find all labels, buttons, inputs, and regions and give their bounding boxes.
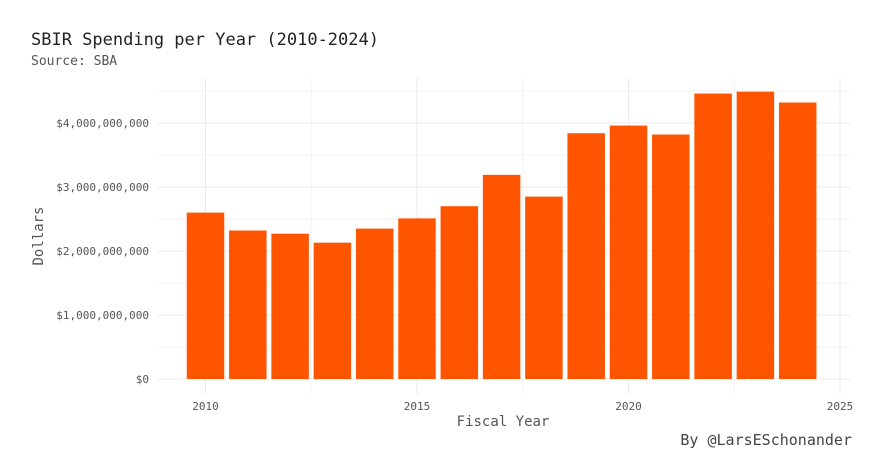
x-tick-label: 2025 [827, 400, 854, 413]
x-tick-label: 2015 [404, 400, 431, 413]
bar-2022 [694, 93, 732, 379]
bar-2013 [313, 242, 352, 379]
x-axis-title: Fiscal Year [457, 414, 550, 430]
bar-2019 [567, 133, 605, 379]
bar-2016 [440, 206, 479, 379]
x-tick-label: 2010 [192, 400, 219, 413]
bar-2014 [355, 228, 394, 379]
bar-2024 [778, 102, 817, 380]
y-axis-title: Dollars [31, 206, 47, 265]
chart-subtitle: Source: SBA [31, 54, 118, 69]
bar-2015 [398, 218, 436, 379]
x-axis-ticks: 2010 2015 2020 2025 [192, 400, 853, 413]
y-tick-label: $4,000,000,000 [56, 117, 149, 130]
bar-2011 [229, 230, 267, 379]
y-tick-label: $2,000,000,000 [56, 245, 149, 258]
y-tick-label: $1,000,000,000 [56, 309, 149, 322]
bar-2018 [525, 196, 563, 379]
chart-title: SBIR Spending per Year (2010-2024) [31, 30, 379, 50]
chart-caption: By @LarsESchonander [680, 431, 852, 449]
x-tick-label: 2020 [615, 400, 642, 413]
bar-2012 [271, 233, 309, 379]
bar-2020 [609, 125, 648, 379]
y-tick-label: $0 [136, 373, 149, 386]
bar-2010 [186, 212, 225, 379]
y-tick-label: $3,000,000,000 [56, 181, 149, 194]
bar-2023 [736, 91, 775, 379]
bar-2021 [652, 134, 690, 379]
bar-2017 [482, 174, 521, 379]
bars [186, 91, 817, 380]
y-axis-ticks: $0 $1,000,000,000 $2,000,000,000 $3,000,000… [56, 117, 149, 386]
